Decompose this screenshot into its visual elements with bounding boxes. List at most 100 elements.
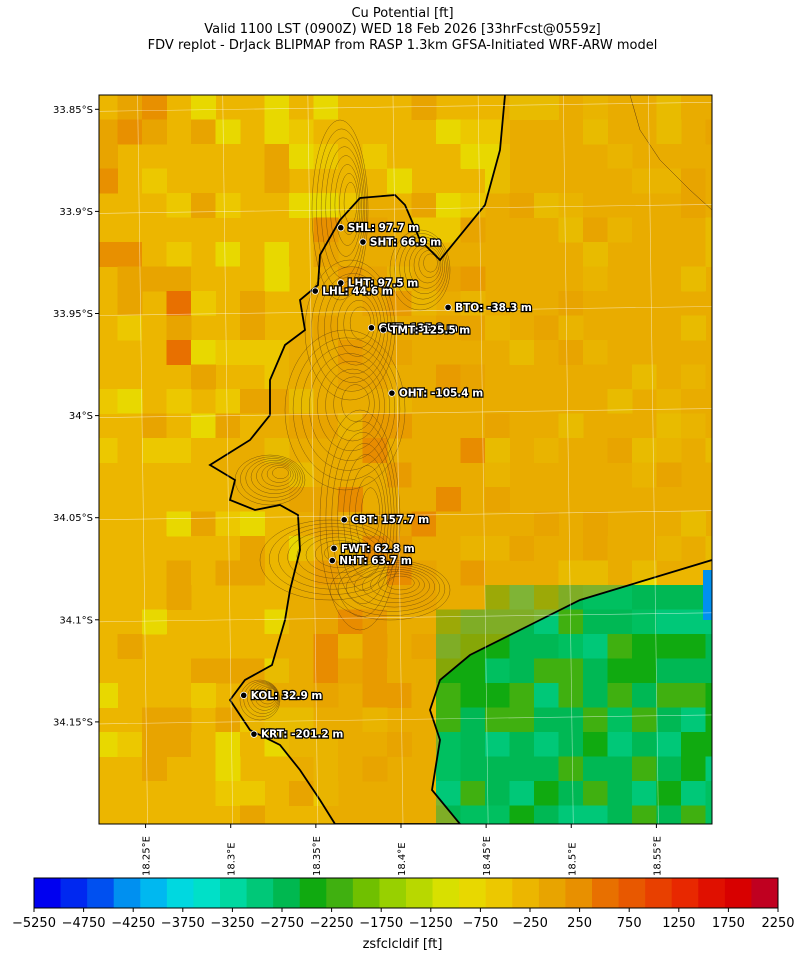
model-grid-cell [583,732,608,757]
colorbar-swatch [220,878,247,908]
model-grid-cell [215,536,241,561]
station-marker-krt [250,730,258,738]
model-grid-cell [607,634,633,659]
model-grid-cell [705,781,712,806]
colorbar-swatch [326,878,354,908]
model-grid-cell [215,658,241,684]
lat-tick-label: 34.1°S [59,615,93,626]
model-grid-cell [460,732,486,757]
model-grid-cell [117,315,143,341]
model-grid-cell [460,683,486,708]
lon-tick-label: 18.35°E [312,836,323,876]
model-grid-cell [509,781,535,806]
model-grid-cell [485,658,510,684]
model-grid-cell [117,95,143,120]
colorbar-tick-label: −4750 [62,916,106,931]
model-grid-cell [705,805,712,824]
terrain-contour [317,360,385,452]
model-grid-cell [632,634,657,659]
colorbar-tick-label: −5250 [12,916,56,931]
colorbar-swatch [273,878,301,908]
model-grid-cell [117,732,143,757]
colorbar-swatch [299,878,327,908]
model-grid-cell [558,805,584,824]
model-grid-cell [485,732,510,757]
model-grid-cell [240,634,265,659]
terrain-contour [378,573,420,595]
colorbar-swatch [34,878,61,908]
model-grid-cell [264,119,290,145]
terrain-contour [266,465,292,483]
model-grid-cell [191,658,216,684]
model-grid-cell [485,805,510,824]
terrain-contour [394,233,449,305]
model-grid-cell [607,781,633,806]
title-line-2: Valid 1100 LST (0900Z) WED 18 Feb 2026 [… [204,22,601,37]
model-grid-cell [656,805,682,824]
model-grid-cell [607,805,633,824]
station-marker-oht [388,389,396,397]
model-grid-cell [534,732,559,757]
graticule-line [99,510,712,520]
colorbar-tick-label: −3750 [161,916,205,931]
terrain-contour [362,568,430,604]
terrain-contour [334,164,361,246]
terrain-contour [259,519,401,601]
model-grid-cell [681,707,706,733]
model-grid-cell [215,389,241,414]
model-grid-cell [436,168,461,194]
model-grid-cell [117,242,143,267]
colorbar-tick-label: −1250 [409,916,453,931]
terrain-contour [370,571,425,599]
model-grid-cell [215,266,241,292]
model-grid-cell [191,511,216,537]
model-grid-cell [460,95,486,120]
model-grid-cell [215,340,241,365]
station-label-tmt: TMT: 125.5 m [390,324,470,336]
colorbar-swatch [618,878,646,908]
model-grid-cell [215,193,241,218]
model-grid-cell [166,658,192,684]
colorbar-swatch [193,878,221,908]
model-grid-cell [558,609,584,635]
model-grid-cell [215,560,241,586]
model-grid-cell [166,413,192,439]
model-grid-cell [191,119,216,145]
model-grid-cell [534,805,559,824]
model-grid-cell [387,95,412,120]
model-grid-cell [387,168,412,194]
station-marker-sht [359,238,367,246]
model-grid-cell [99,242,118,267]
model-grid-cell [607,732,633,757]
model-grid-cell [166,707,192,733]
terrain-contour [250,683,279,711]
colorbar-swatch [512,878,540,908]
terrain-contour [333,376,375,432]
colorbar-tick-label: −2750 [260,916,304,931]
colorbar-swatch [538,878,566,908]
model-grid-cell [142,413,167,439]
model-grid-cell [460,707,486,733]
model-grid-cell [166,805,192,824]
model-grid-cell [656,683,682,708]
model-grid-cell [191,438,216,463]
graticule-line [99,408,712,418]
terrain-contour [324,543,357,563]
station-marker-fwt [330,544,338,552]
model-grid-cell [191,536,216,561]
terrain-contour [349,306,372,340]
model-grid-cell [264,95,290,120]
model-grid-cell [681,732,706,757]
model-grid-cell [632,756,657,782]
colorbar-tick-label: −750 [463,916,499,931]
colorbar-swatch [485,878,513,908]
model-grid-cell [240,291,265,316]
model-grid-cell [338,144,363,169]
colorbar-swatch [60,878,88,908]
model-grid-cell [215,144,241,169]
terrain-contour [278,526,388,590]
model-grid-cell [313,95,339,120]
model-grid-cell [632,805,657,824]
lon-tick-label: 18.55°E [652,836,663,876]
model-grid-cell [509,683,535,708]
